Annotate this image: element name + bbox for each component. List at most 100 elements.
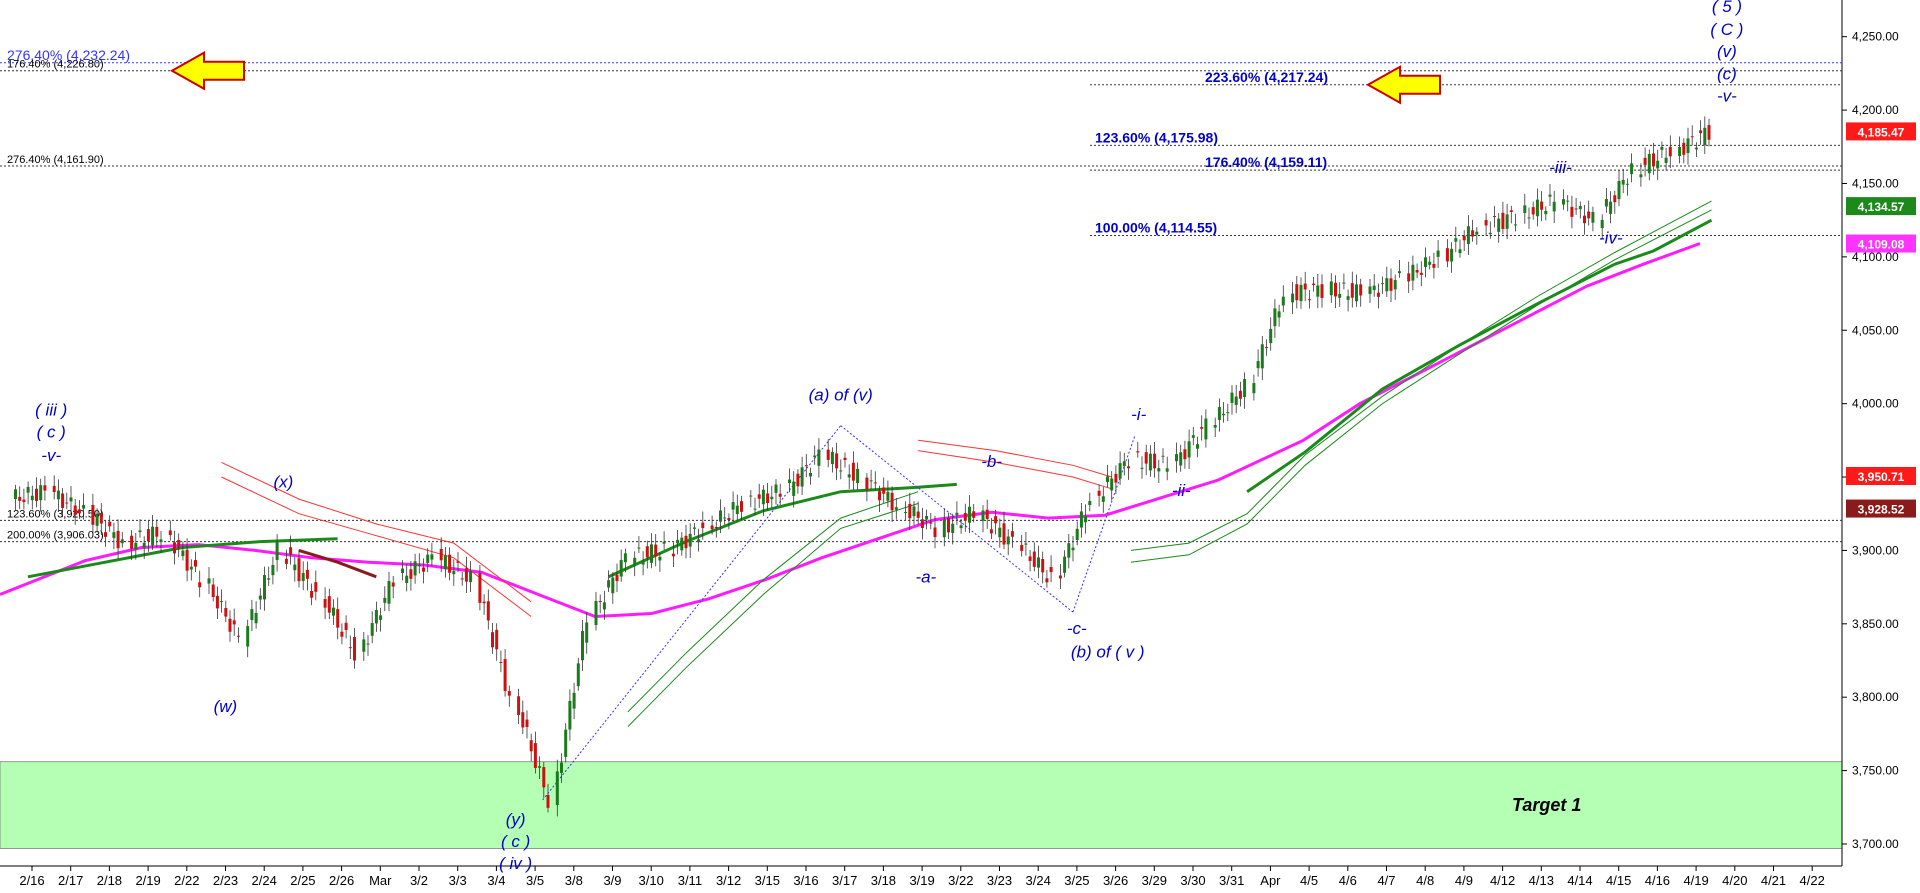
candle-body	[568, 700, 572, 730]
candle-body	[1226, 412, 1230, 414]
candle-body	[366, 643, 370, 645]
candle-body	[362, 639, 366, 652]
candle-body	[104, 532, 107, 537]
candle-body	[710, 525, 714, 530]
candle-body	[972, 511, 976, 518]
candle-body	[1084, 516, 1088, 523]
x-tick-label: 2/22	[174, 873, 199, 888]
candle-body	[517, 696, 521, 715]
candle-body	[159, 539, 163, 543]
candle-body	[1114, 473, 1118, 483]
candle-body	[181, 550, 185, 557]
candle-body	[959, 525, 963, 529]
candle-body	[1063, 556, 1067, 573]
x-tick-label: 4/12	[1490, 873, 1515, 888]
wave-label: -ii-	[1172, 481, 1191, 500]
candle-body	[1106, 476, 1109, 483]
candle-body	[847, 474, 851, 478]
candle-body	[757, 494, 761, 499]
candle-body	[740, 501, 743, 512]
candle-body	[30, 495, 34, 501]
price-tag	[1846, 197, 1916, 216]
candle-body	[211, 584, 215, 598]
x-tick-label: 4/22	[1800, 873, 1825, 888]
candle-body	[942, 519, 946, 538]
price-tag-label: 4,134.57	[1858, 200, 1905, 214]
candle-body	[1566, 200, 1570, 202]
candle-body	[671, 553, 675, 557]
candle-body	[1153, 453, 1157, 469]
candle-body	[39, 485, 43, 501]
candle-body	[1527, 217, 1531, 219]
candle-body	[645, 546, 649, 558]
candle-body	[69, 497, 73, 502]
candle-body	[1578, 206, 1582, 210]
candle-body	[336, 609, 340, 628]
candle-body	[576, 663, 580, 687]
candle-body	[1041, 559, 1045, 573]
candle-body	[460, 578, 464, 580]
candle-body	[146, 529, 150, 542]
candle-body	[99, 513, 103, 524]
x-tick-label: 3/15	[755, 873, 780, 888]
candle-body	[207, 578, 211, 584]
candle-body	[344, 622, 348, 630]
candle-body	[1222, 413, 1226, 416]
candle-body	[542, 767, 546, 788]
wave-label: -iv-	[1599, 229, 1623, 248]
candle-body	[525, 719, 529, 727]
candle-body	[749, 495, 753, 497]
candle-body	[1037, 557, 1040, 568]
candle-body	[327, 596, 331, 613]
candle-body	[1204, 418, 1208, 440]
candle-body	[138, 530, 142, 533]
candle-body	[865, 477, 869, 490]
candle-body	[1230, 392, 1234, 403]
candle-body	[1303, 283, 1307, 290]
y-tick-label: 4,000.00	[1852, 397, 1899, 411]
moving-average-darkred	[298, 548, 377, 579]
candle-body	[890, 492, 894, 511]
candle-body	[908, 503, 912, 519]
candle-body	[1234, 396, 1238, 405]
candle-body	[1175, 454, 1178, 462]
candle-body	[1458, 249, 1462, 254]
candle-body	[1079, 511, 1083, 528]
candle-body	[1122, 461, 1126, 467]
x-tick-label: 4/21	[1761, 873, 1786, 888]
fib-label: 276.40% (4,232.24)	[7, 47, 130, 63]
candle-body	[1252, 383, 1256, 394]
candle-body	[35, 488, 38, 501]
candle-body	[177, 539, 181, 547]
x-tick-label: 3/8	[565, 873, 583, 888]
candle-body	[1067, 543, 1071, 558]
candle-body	[293, 564, 297, 571]
x-tick-label: 3/31	[1219, 873, 1244, 888]
y-tick-label: 4,200.00	[1852, 103, 1899, 117]
candle-body	[1196, 444, 1199, 449]
candle-body	[391, 582, 395, 587]
x-tick-label: 2/25	[290, 873, 315, 888]
candle-body	[469, 571, 473, 583]
candle-body	[637, 547, 641, 549]
candle-body	[1342, 282, 1346, 284]
candle-body	[232, 620, 236, 625]
candle-body	[688, 533, 692, 547]
candle-body	[22, 499, 26, 503]
candle-body	[1002, 523, 1006, 545]
price-tag	[1846, 499, 1916, 518]
x-tick-label: Apr	[1260, 873, 1281, 888]
candle-body	[1088, 501, 1092, 506]
candle-body	[439, 548, 443, 561]
candle-body	[130, 535, 134, 549]
x-tick-label: 2/23	[213, 873, 238, 888]
y-tick-label: 3,700.00	[1852, 837, 1899, 851]
candle-body	[1407, 273, 1411, 282]
candle-body	[843, 457, 847, 461]
candle-body	[719, 510, 722, 522]
candle-body	[1535, 199, 1539, 217]
candle-body	[507, 691, 511, 696]
candle-body	[1428, 261, 1432, 265]
wave-label: (w)	[214, 697, 238, 716]
